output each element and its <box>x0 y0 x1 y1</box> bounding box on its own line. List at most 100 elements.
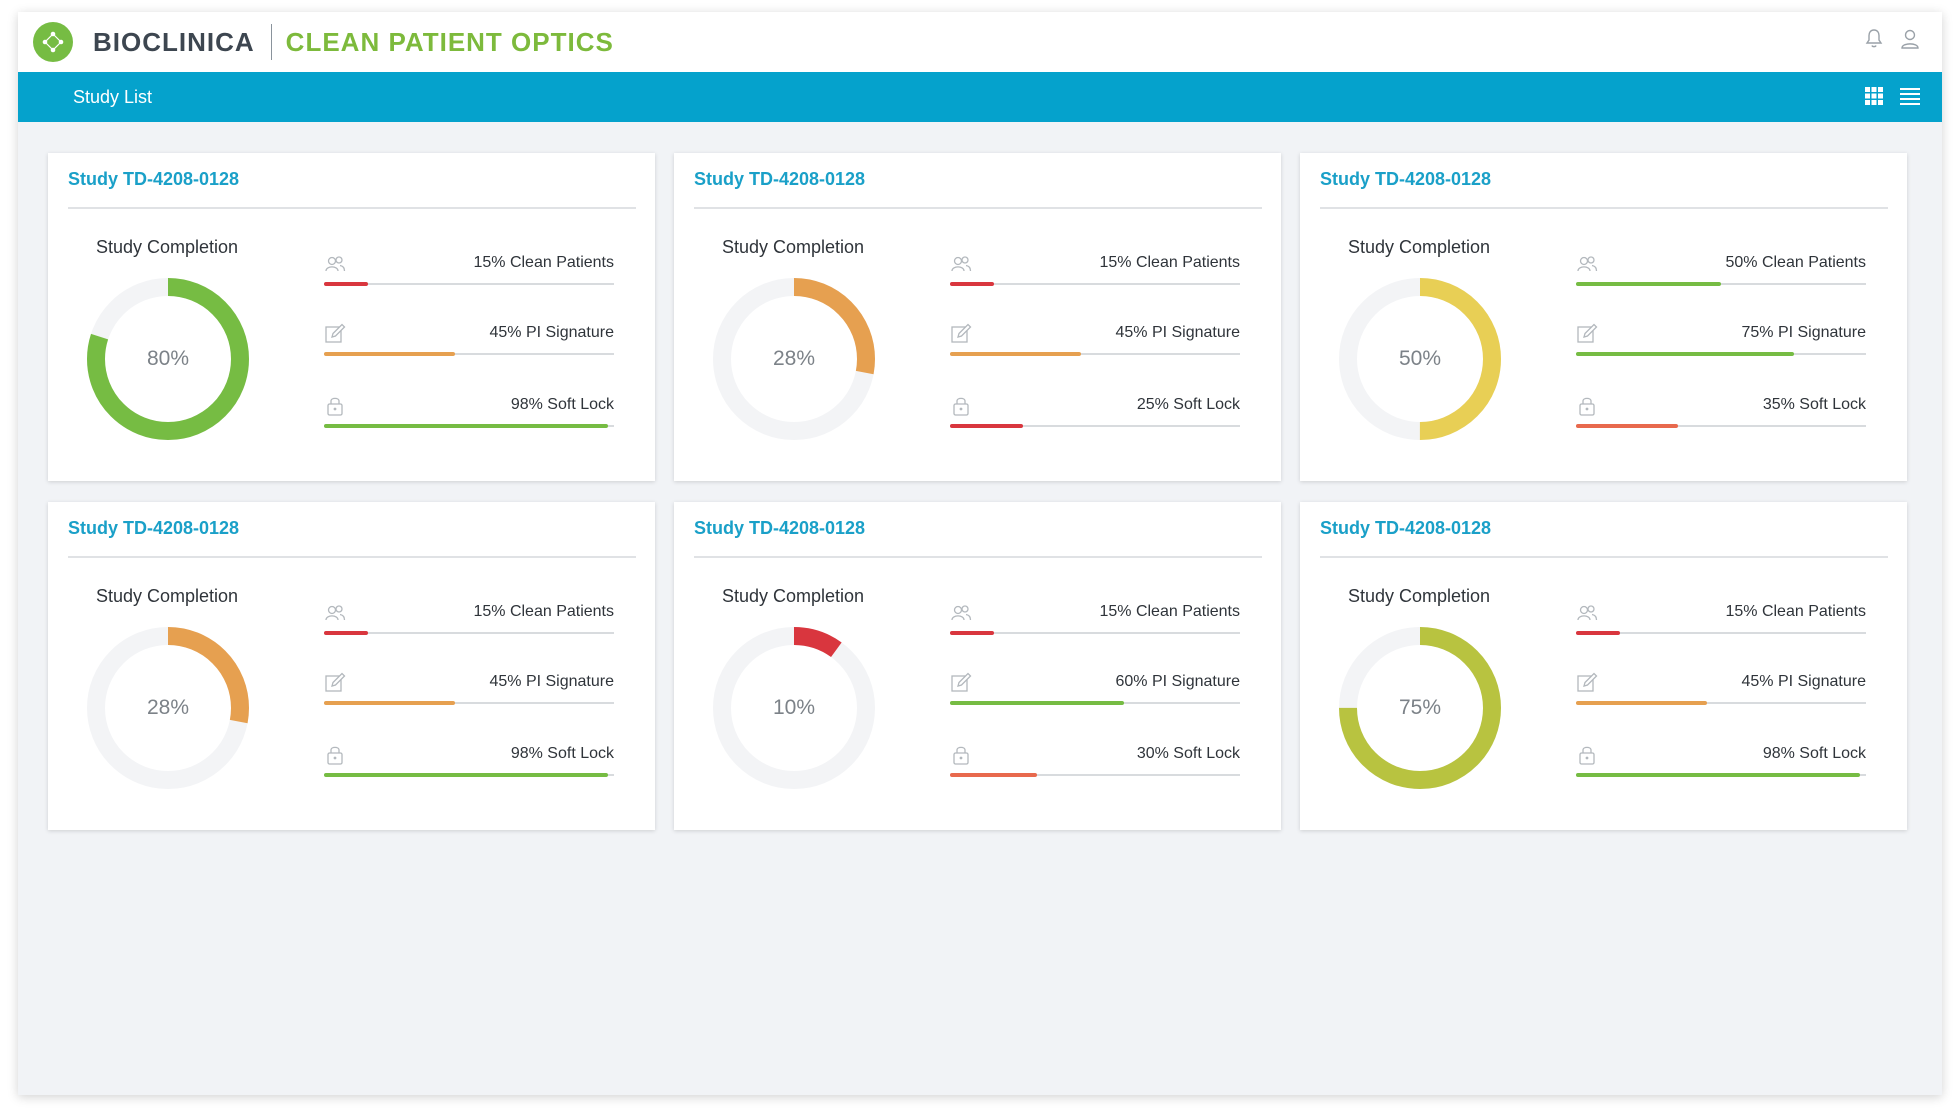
study-title-link[interactable]: Study TD-4208-0128 <box>1320 169 1492 189</box>
metric-progress-track <box>1576 632 1866 634</box>
metric-progress-fill <box>324 352 455 356</box>
study-card[interactable]: Study TD-4208-0128 Study Completion 10% … <box>674 502 1281 830</box>
completion-percent: 28% <box>146 696 190 719</box>
study-completion-label: Study Completion <box>1347 237 1491 257</box>
metric-progress-track <box>324 283 614 285</box>
donut-progress-arc <box>1339 627 1501 789</box>
metric-progress-fill <box>1576 424 1678 428</box>
metric-label: 15% Clean Patients <box>1725 603 1866 620</box>
metric-row: 60% PI Signature <box>950 668 1240 716</box>
metric-label: 35% Soft Lock <box>1762 396 1866 413</box>
metric-progress-track <box>950 353 1240 355</box>
card-divider <box>68 207 636 209</box>
study-card[interactable]: Study TD-4208-0128 Study Completion 80% … <box>48 153 655 481</box>
metric-row: 98% Soft Lock <box>1576 740 1866 788</box>
patients-icon <box>951 605 972 621</box>
donut-progress-arc <box>1339 278 1501 440</box>
metric-progress-track <box>1576 702 1866 704</box>
study-title-link[interactable]: Study TD-4208-0128 <box>68 169 240 189</box>
signature-icon <box>951 323 972 343</box>
metric-progress-track <box>950 425 1240 427</box>
metric-progress-track <box>324 702 614 704</box>
study-completion-label: Study Completion <box>721 586 865 606</box>
metric-progress-track <box>324 632 614 634</box>
metric-progress-track <box>1576 425 1866 427</box>
metric-row: 15% Clean Patients <box>950 249 1240 297</box>
metric-row: 45% PI Signature <box>324 668 614 716</box>
card-divider <box>694 207 1262 209</box>
donut-progress-arc <box>87 627 249 789</box>
metric-label: 15% Clean Patients <box>1099 254 1240 271</box>
study-completion-label: Study Completion <box>1347 586 1491 606</box>
metric-row: 45% PI Signature <box>1576 668 1866 716</box>
lock-icon <box>953 397 969 416</box>
study-card[interactable]: Study TD-4208-0128 Study Completion 28% … <box>674 153 1281 481</box>
metric-progress-fill <box>950 282 994 286</box>
study-card[interactable]: Study TD-4208-0128 Study Completion 28% … <box>48 502 655 830</box>
metric-progress-fill <box>1576 282 1721 286</box>
metric-label: 50% Clean Patients <box>1725 254 1866 271</box>
metric-row: 50% Clean Patients <box>1576 249 1866 297</box>
study-completion-label: Study Completion <box>95 586 239 606</box>
metric-label: 75% PI Signature <box>1741 324 1866 341</box>
completion-donut-chart <box>87 278 249 440</box>
signature-icon <box>325 672 346 692</box>
completion-percent: 75% <box>1398 696 1442 719</box>
signature-icon <box>951 672 972 692</box>
study-title-link[interactable]: Study TD-4208-0128 <box>1320 518 1492 538</box>
study-title-link[interactable]: Study TD-4208-0128 <box>68 518 240 538</box>
completion-donut-chart <box>1339 627 1501 789</box>
study-title-link[interactable]: Study TD-4208-0128 <box>694 169 866 189</box>
metric-label: 30% Soft Lock <box>1136 745 1240 762</box>
metric-row: 15% Clean Patients <box>324 598 614 646</box>
metric-progress-fill <box>324 631 368 635</box>
completion-percent: 80% <box>146 347 190 370</box>
metric-progress-fill <box>950 352 1081 356</box>
header: BIOCLINICA CLEAN PATIENT OPTICS <box>18 12 1942 72</box>
completion-donut-chart <box>87 627 249 789</box>
metric-row: 98% Soft Lock <box>324 740 614 788</box>
bell-icon[interactable] <box>1864 28 1884 50</box>
signature-icon <box>1577 672 1598 692</box>
patients-icon <box>951 256 972 272</box>
card-divider <box>68 556 636 558</box>
metric-label: 60% PI Signature <box>1115 673 1240 690</box>
completion-donut-chart <box>1339 278 1501 440</box>
metric-row: 35% Soft Lock <box>1576 391 1866 439</box>
user-icon[interactable] <box>1900 28 1920 50</box>
metric-progress-fill <box>1576 773 1861 777</box>
completion-donut-chart <box>713 278 875 440</box>
app-window: BIOCLINICA CLEAN PATIENT OPTICS Study Li… <box>18 12 1942 1095</box>
completion-percent: 28% <box>772 347 816 370</box>
signature-icon <box>1577 323 1598 343</box>
metric-label: 45% PI Signature <box>489 324 614 341</box>
metric-label: 98% Soft Lock <box>1762 745 1866 762</box>
grid-view-icon[interactable] <box>1862 84 1886 108</box>
metric-row: 30% Soft Lock <box>950 740 1240 788</box>
patients-icon <box>1577 605 1598 621</box>
metric-label: 15% Clean Patients <box>473 603 614 620</box>
metric-label: 15% Clean Patients <box>1099 603 1240 620</box>
logo-icon[interactable] <box>33 22 73 62</box>
lock-icon <box>953 746 969 765</box>
study-card[interactable]: Study TD-4208-0128 Study Completion 50% … <box>1300 153 1907 481</box>
completion-percent: 10% <box>772 696 816 719</box>
metric-label: 15% Clean Patients <box>473 254 614 271</box>
navbar: Study List <box>18 72 1942 122</box>
metric-label: 25% Soft Lock <box>1136 396 1240 413</box>
completion-donut-chart <box>713 627 875 789</box>
metric-progress-track <box>1576 283 1866 285</box>
metric-progress-fill <box>324 424 609 428</box>
metric-progress-fill <box>1576 352 1794 356</box>
donut-progress-arc <box>713 278 875 440</box>
study-title-link[interactable]: Study TD-4208-0128 <box>694 518 866 538</box>
metric-row: 15% Clean Patients <box>950 598 1240 646</box>
metric-progress-track <box>950 283 1240 285</box>
product-name: CLEAN PATIENT OPTICS <box>285 26 614 57</box>
study-completion-label: Study Completion <box>721 237 865 257</box>
metric-progress-fill <box>1576 631 1620 635</box>
list-view-icon[interactable] <box>1898 84 1922 108</box>
study-card[interactable]: Study TD-4208-0128 Study Completion 75% … <box>1300 502 1907 830</box>
metric-progress-track <box>950 774 1240 776</box>
card-divider <box>694 556 1262 558</box>
